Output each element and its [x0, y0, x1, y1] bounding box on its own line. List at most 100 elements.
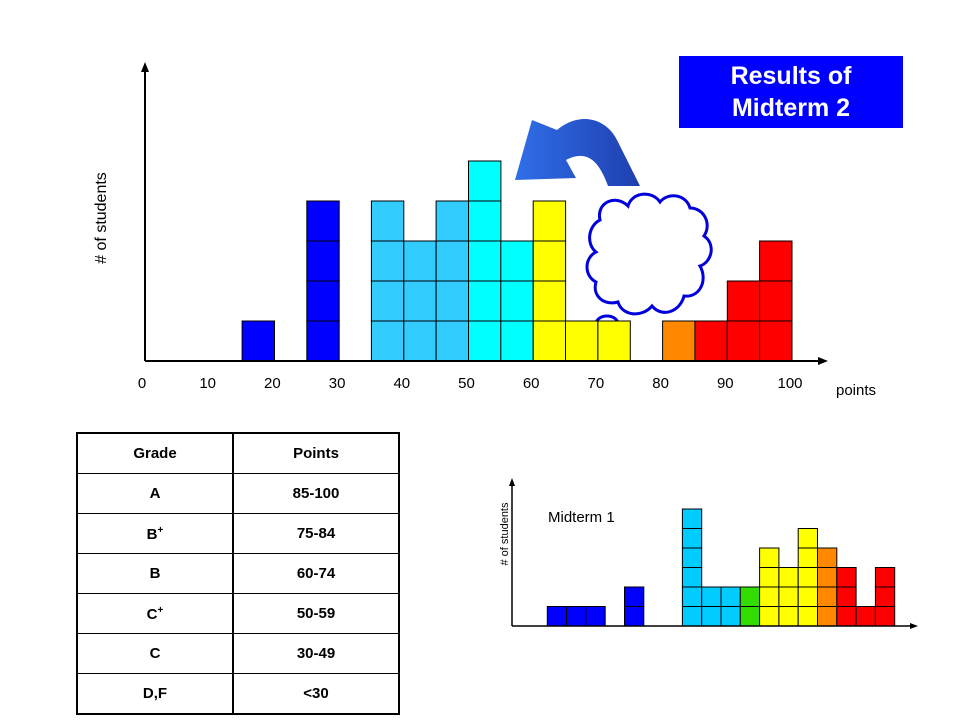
grade-cell: C: [77, 633, 234, 674]
origin-label: 0: [138, 375, 146, 392]
histogram-cell: [306, 200, 340, 242]
curved-arrow-icon: [515, 118, 640, 186]
grade-scale-table: Grade Points A 85-100 B+ 75-84 B 60-74 C+ 50-59…: [76, 432, 400, 715]
x-tick-label: 100: [777, 375, 802, 392]
mini-histogram-cell: [836, 586, 857, 607]
table-header-row: Grade Points: [77, 433, 399, 474]
histogram-cell: [759, 280, 793, 322]
mini-histogram-cell: [797, 567, 819, 588]
histogram-cell: [500, 240, 534, 282]
histogram-cell: [435, 240, 470, 282]
grade-cell: B+: [77, 513, 234, 554]
grade-cell: B: [77, 553, 234, 594]
histogram-cell: [306, 280, 340, 322]
table-row: C 30-49: [77, 633, 399, 674]
x-tick-label: 90: [717, 375, 734, 392]
histogram-cell: [500, 280, 534, 322]
x-tick-label: 10: [199, 375, 216, 392]
mini-histogram-cell: [855, 606, 876, 627]
mini-histogram-cell: [817, 567, 838, 588]
chart-title-line2: Midterm 2: [731, 94, 851, 122]
y-axis-label: # of students: [93, 172, 110, 264]
grade-cell: A: [77, 473, 234, 514]
mini-histogram-cell: [817, 606, 838, 627]
points-cell: 50-59: [233, 593, 399, 634]
histogram-cell: [532, 200, 567, 242]
points-cell: 60-74: [233, 553, 399, 594]
mini-histogram-cell: [681, 547, 703, 568]
chart-title-line1: Results of: [730, 62, 852, 90]
histogram-cell: [532, 240, 567, 282]
table-row: D,F <30: [77, 673, 399, 714]
histogram-cell: [468, 160, 502, 202]
mini-histogram-cell: [874, 606, 896, 627]
x-axis-label: points: [836, 382, 876, 399]
mini-histogram-cell: [778, 606, 799, 627]
mini-histogram-cell: [739, 586, 761, 607]
mini-histogram-cell: [797, 528, 819, 549]
mini-histogram-cell: [739, 606, 761, 627]
mini-histogram-cell: [836, 567, 857, 588]
mini-histogram-cell: [681, 606, 703, 627]
mini-histogram-cell: [566, 606, 587, 627]
mini-histogram-cell: [759, 606, 780, 627]
mini-histogram-cell: [797, 606, 819, 627]
grade-cell: C+: [77, 593, 234, 634]
histogram-cell: [759, 240, 793, 282]
histogram-cell: [403, 240, 437, 282]
points-cell: <30: [303, 685, 329, 702]
mini-histogram-cell: [624, 586, 645, 607]
x-tick-label: 60: [523, 375, 540, 392]
points-cell: 30-49: [233, 633, 399, 674]
mini-histogram-cell: [817, 586, 838, 607]
x-tick-label: 80: [652, 375, 669, 392]
table-row: C+ 50-59: [77, 593, 399, 634]
x-tick-label: 30: [329, 375, 346, 392]
histogram-cell: [532, 280, 567, 322]
mini-histogram-cell: [759, 547, 780, 568]
chart-title-box: Results of Midterm 2: [679, 56, 903, 128]
histogram-cell: [694, 320, 728, 362]
x-tick-label: 40: [393, 375, 410, 392]
header-grade: Grade: [77, 433, 234, 474]
grade-cell: D,F: [77, 673, 234, 714]
mini-histogram-cell: [817, 547, 838, 568]
histogram-cell: [370, 240, 405, 282]
mini-histogram-cell: [681, 508, 703, 529]
mini-histogram-cell: [681, 567, 703, 588]
x-tick-label: 70: [588, 375, 605, 392]
mini-histogram-cell: [701, 606, 722, 627]
histogram-cell: [726, 320, 761, 362]
mini-histogram-cell: [797, 586, 819, 607]
mini-histogram-cell: [759, 586, 780, 607]
mini-histogram-cell: [874, 567, 896, 588]
mini-histogram-cell: [720, 586, 741, 607]
y-axis-arrow-icon: [141, 62, 149, 72]
mini-histogram-cell: [585, 606, 606, 627]
histogram-cell: [435, 200, 470, 242]
mini-histogram-cell: [681, 586, 703, 607]
mini-histogram-cell: [778, 586, 799, 607]
points-cell: 85-100: [233, 473, 399, 514]
header-points: Points: [233, 433, 399, 474]
x-tick-label: 20: [264, 375, 281, 392]
histogram-cell: [662, 320, 696, 362]
histogram-cell: [597, 320, 631, 362]
table-row: A 85-100: [77, 473, 399, 514]
histogram-cell: [468, 320, 502, 362]
histogram-cell: [435, 280, 470, 322]
mini-histogram-cell: [701, 586, 722, 607]
mini-x-axis-arrow-icon: [910, 623, 918, 629]
histogram-cell: [370, 200, 405, 242]
mini-y-axis-label: # of students: [499, 502, 511, 565]
table-row: B+ 75-84: [77, 513, 399, 554]
histogram-cell: [532, 320, 567, 362]
x-axis-arrow-icon: [818, 357, 828, 365]
table-row: B 60-74: [77, 553, 399, 594]
mini-y-axis-arrow-icon: [509, 478, 515, 486]
mini-histogram-cell: [720, 606, 741, 627]
points-cell: 75-84: [233, 513, 399, 554]
mini-histogram-cell: [624, 606, 645, 627]
